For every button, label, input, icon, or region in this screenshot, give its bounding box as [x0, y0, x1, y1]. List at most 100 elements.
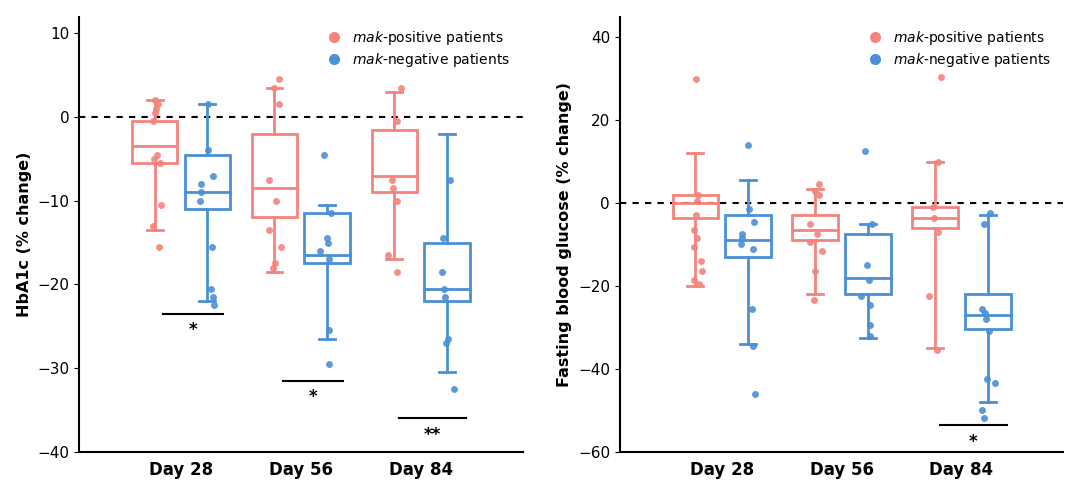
Point	[272, 243, 289, 250]
Point	[200, 146, 217, 154]
Point	[861, 321, 878, 329]
Point	[265, 264, 282, 272]
Bar	[846, 234, 891, 294]
Point	[801, 220, 819, 228]
Point	[433, 268, 450, 276]
Point	[320, 239, 337, 247]
Point	[392, 84, 409, 92]
Point	[323, 209, 340, 217]
Point	[205, 301, 222, 309]
Point	[809, 230, 826, 238]
Point	[929, 158, 946, 166]
Point	[268, 197, 285, 205]
Point	[436, 293, 454, 301]
Text: *: *	[309, 388, 318, 406]
Point	[685, 276, 702, 284]
Point	[147, 109, 164, 117]
Point	[440, 335, 457, 343]
Point	[379, 251, 396, 259]
Point	[321, 255, 338, 263]
Point	[745, 342, 762, 350]
Point	[974, 305, 991, 312]
Point	[689, 234, 706, 242]
Point	[732, 241, 750, 248]
Point	[733, 230, 751, 238]
Point	[933, 73, 950, 81]
Point	[920, 292, 937, 300]
Point	[260, 226, 278, 234]
Point	[691, 280, 708, 288]
Point	[388, 268, 405, 276]
Point	[686, 226, 703, 234]
Point	[929, 346, 946, 354]
Point	[977, 315, 995, 323]
Point	[693, 267, 711, 275]
Point	[203, 243, 220, 250]
Point	[148, 151, 165, 159]
Point	[312, 247, 329, 255]
Point	[437, 339, 455, 347]
Point	[740, 141, 757, 149]
Point	[741, 205, 758, 213]
Point	[855, 147, 873, 155]
Point	[973, 406, 990, 414]
Point	[686, 243, 703, 250]
Point	[152, 201, 170, 209]
Point	[321, 360, 338, 368]
Y-axis label: Fasting blood glucose (% change): Fasting blood glucose (% change)	[557, 82, 572, 387]
Point	[978, 375, 996, 383]
Point	[441, 176, 458, 184]
Point	[320, 326, 337, 334]
Point	[924, 203, 942, 211]
Point	[926, 214, 943, 222]
Point	[929, 228, 946, 236]
Point	[733, 234, 751, 242]
Point	[434, 234, 451, 242]
Point	[150, 243, 167, 250]
Point	[861, 276, 878, 284]
Point	[192, 197, 210, 205]
Text: **: **	[424, 426, 442, 444]
Point	[204, 293, 221, 301]
Point	[687, 211, 704, 219]
Point	[975, 220, 993, 228]
Point	[266, 84, 283, 92]
Point	[861, 332, 878, 340]
Point	[743, 305, 760, 312]
Point	[149, 101, 166, 109]
Point	[688, 197, 705, 205]
Bar	[132, 121, 177, 163]
Point	[445, 385, 462, 393]
Bar	[372, 129, 417, 192]
Point	[811, 191, 828, 199]
Point	[859, 261, 876, 269]
Y-axis label: HbA1c (% change): HbA1c (% change)	[16, 151, 31, 317]
Bar	[793, 215, 838, 241]
Point	[976, 309, 994, 317]
Point	[982, 209, 999, 217]
Point	[744, 245, 761, 252]
Point	[801, 239, 819, 247]
Point	[205, 172, 222, 180]
Point	[192, 188, 210, 196]
Bar	[913, 207, 958, 228]
Point	[863, 220, 880, 228]
Point	[746, 390, 764, 398]
Point	[436, 285, 454, 293]
Bar	[966, 294, 1011, 329]
Point	[975, 415, 993, 423]
Text: *: *	[189, 321, 198, 339]
Point	[203, 285, 220, 293]
Bar	[252, 134, 297, 217]
Point	[151, 159, 168, 167]
Point	[861, 301, 878, 309]
Point	[318, 234, 335, 242]
Text: *: *	[969, 433, 977, 450]
Point	[270, 75, 287, 83]
Point	[192, 180, 210, 188]
Point	[260, 176, 278, 184]
Point	[145, 155, 162, 163]
Point	[806, 186, 823, 194]
Point	[145, 117, 162, 125]
Point	[811, 181, 828, 188]
